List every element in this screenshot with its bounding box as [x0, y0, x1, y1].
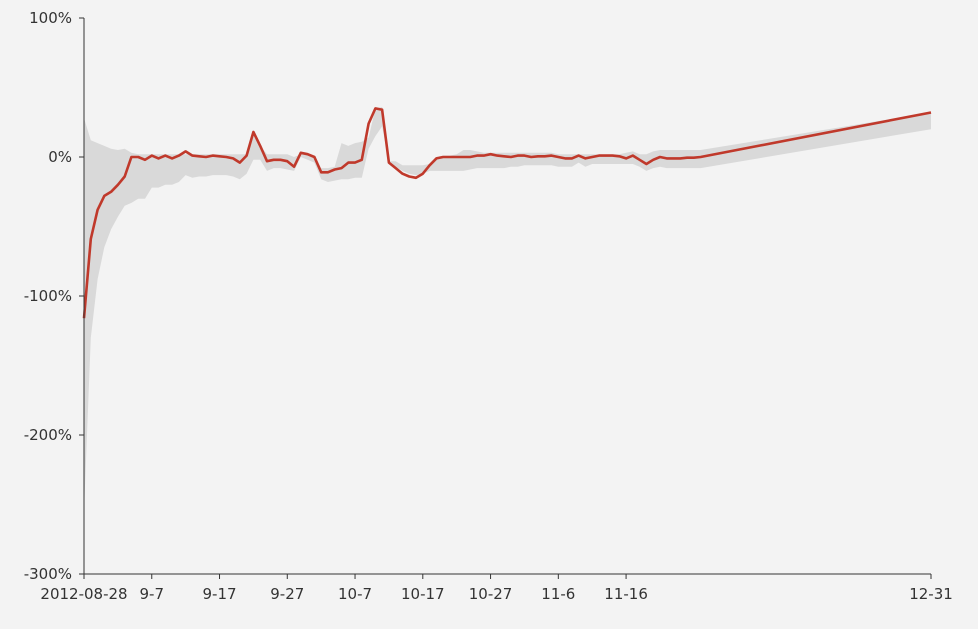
x-tick-label: 9-17	[202, 585, 236, 603]
y-tick-label: 100%	[29, 9, 72, 27]
line-layer	[82, 107, 932, 319]
y-tick-label: -200%	[24, 426, 72, 444]
x-tick-label: 10-27	[469, 585, 513, 603]
x-tick-label: 9-7	[140, 585, 165, 603]
confidence-band	[84, 107, 931, 512]
x-tick-label: 10-7	[338, 585, 372, 603]
x-tick-label: 9-27	[270, 585, 304, 603]
axis-layer: 100% 0% -100% -200% -300% 2012-08-28 9-7 9-17 9-…	[24, 9, 953, 603]
y-tick-label: -100%	[24, 287, 72, 305]
series-line	[82, 107, 932, 319]
y-tick-label: 0%	[48, 148, 72, 166]
x-tick-label: 2012-08-28	[40, 585, 127, 603]
x-tick-label: 11-16	[604, 585, 648, 603]
y-tick-label: -300%	[24, 565, 72, 583]
x-tick-label: 11-6	[541, 585, 575, 603]
x-tick-label: 12-31	[909, 585, 953, 603]
x-tick-label: 10-17	[401, 585, 445, 603]
band-layer	[84, 107, 931, 512]
